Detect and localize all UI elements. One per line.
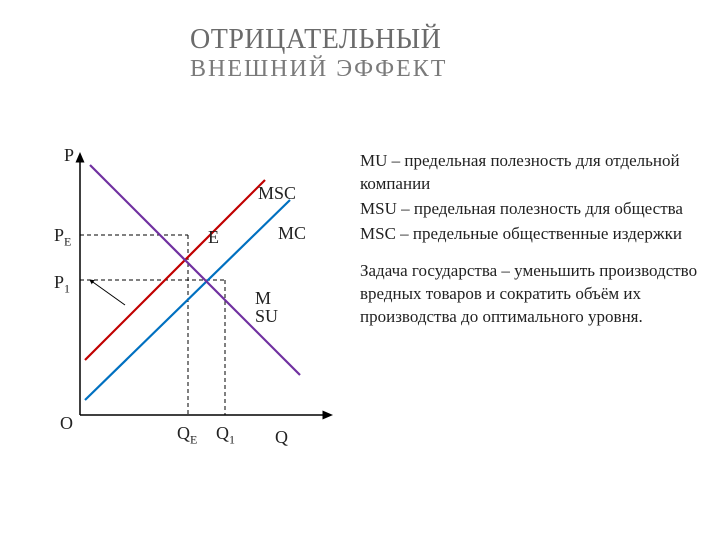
label-p1: P1 (54, 272, 70, 297)
title-line2: ВНЕШНИЙ ЭФФЕКТ (190, 56, 610, 83)
line-msc (85, 180, 265, 360)
title-line1: ОТРИЦАТЕЛЬНЫЙ (190, 24, 610, 56)
definition-msc: MSC – предельные общественные издержки (360, 223, 700, 246)
slide-title: ОТРИЦАТЕЛЬНЫЙ ВНЕШНИЙ ЭФФЕКТ (190, 24, 610, 83)
gov-task: Задача государства – уменьшить производс… (360, 260, 700, 329)
label-q: Q (275, 427, 288, 448)
label-msc: MSC (258, 183, 296, 204)
label-e: E (208, 227, 219, 248)
label-o: O (60, 413, 73, 434)
label-q1: Q1 (216, 423, 235, 448)
slide: ОТРИЦАТЕЛЬНЫЙ ВНЕШНИЙ ЭФФЕКТ (0, 0, 720, 540)
definition-mu: MU – предельная полезность для отдельной… (360, 150, 700, 196)
definition-msu: MSU – предельная полезность для общества (360, 198, 700, 221)
explanation-text: MU – предельная полезность для отдельной… (360, 150, 700, 343)
chart-svg (30, 145, 350, 445)
label-pe: PE (54, 225, 71, 250)
label-mc: MC (278, 223, 306, 244)
p1-pointer (90, 280, 125, 305)
economics-chart: P PE P1 O QE Q1 Q MSC E MC MSU (30, 145, 350, 445)
label-p: P (64, 145, 74, 166)
label-msu: MSU (255, 289, 278, 325)
label-qe: QE (177, 423, 197, 448)
